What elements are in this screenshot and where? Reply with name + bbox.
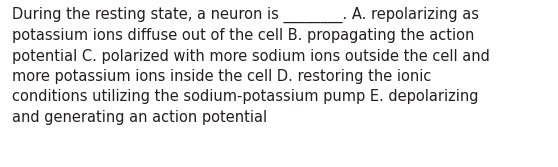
Text: During the resting state, a neuron is ________. A. repolarizing as
potassium ion: During the resting state, a neuron is __… bbox=[12, 7, 490, 125]
